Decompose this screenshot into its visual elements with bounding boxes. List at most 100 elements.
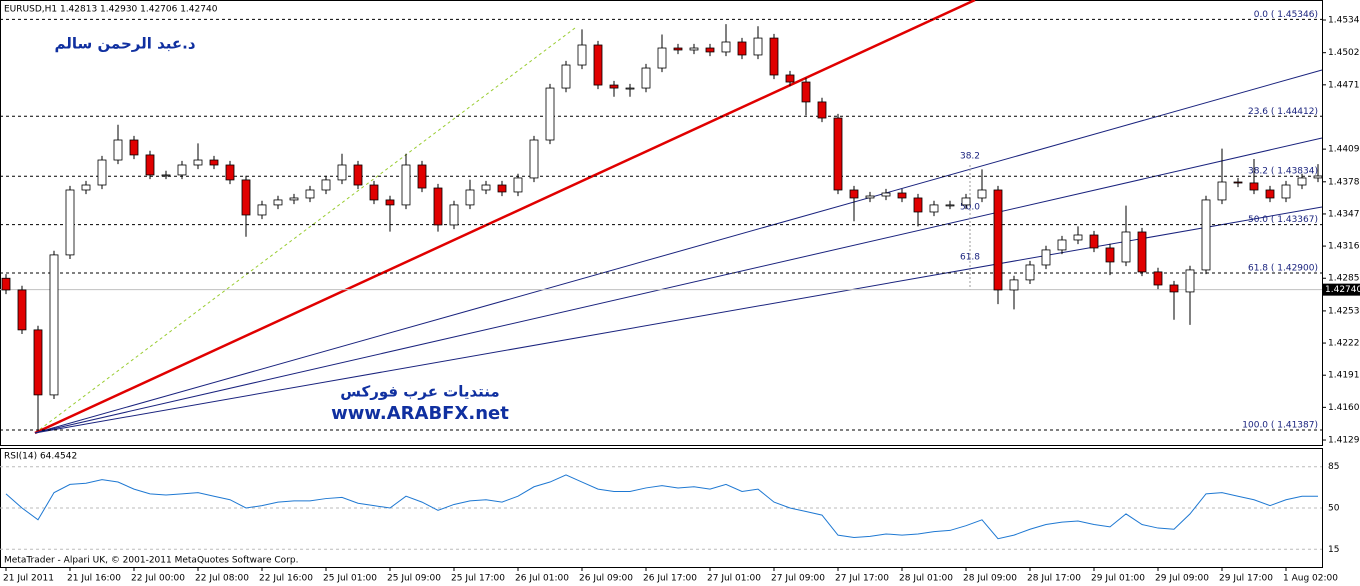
y-tick-label: 1.44095 xyxy=(1328,145,1360,155)
candle-body xyxy=(801,81,811,103)
candle-body xyxy=(1,277,11,291)
x-tick-label: 29 Jul 09:00 xyxy=(1155,574,1209,584)
candle-body xyxy=(1169,284,1179,293)
candle-body xyxy=(769,37,779,76)
y-tick-label: 1.42225 xyxy=(1328,339,1360,349)
candle-body xyxy=(433,187,443,226)
candle-body xyxy=(561,64,571,89)
candle-body xyxy=(1201,199,1211,271)
candle-body xyxy=(353,164,363,186)
candle-body xyxy=(1281,184,1291,199)
candle-body xyxy=(417,164,427,189)
x-tick-label: 26 Jul 09:00 xyxy=(579,574,633,584)
x-tick-label: 26 Jul 17:00 xyxy=(643,574,697,584)
current-price: 1.42740 xyxy=(1325,285,1360,295)
candle-body xyxy=(1089,234,1099,249)
y-tick-label: 1.4378 xyxy=(1328,177,1360,187)
candle-body xyxy=(465,189,475,206)
fan-label: 38.2 xyxy=(960,152,980,162)
candle-body xyxy=(529,139,539,179)
candle-body xyxy=(1217,181,1227,201)
rsi-line xyxy=(5,474,1318,540)
x-tick-label: 29 Jul 17:00 xyxy=(1219,574,1273,584)
fan-line xyxy=(34,137,1323,434)
candle-body xyxy=(625,87,635,90)
candle-body xyxy=(257,204,267,216)
candle-body xyxy=(1153,271,1163,286)
candle-body xyxy=(785,74,795,83)
chart-header: EURUSD,H1 1.42813 1.42930 1.42706 1.4274… xyxy=(4,5,218,15)
candle-body xyxy=(145,154,155,176)
x-tick-label: 28 Jul 17:00 xyxy=(1027,574,1081,584)
candle-body xyxy=(305,189,315,199)
candle-body xyxy=(273,199,283,206)
candle-body xyxy=(369,184,379,201)
candle-body xyxy=(1265,189,1275,199)
candle-body xyxy=(81,184,91,191)
candle-body xyxy=(609,84,619,89)
candle-body xyxy=(193,159,203,166)
candle-body xyxy=(689,47,699,51)
x-tick-label: 25 Jul 01:00 xyxy=(323,574,377,584)
candle-body xyxy=(1009,279,1019,291)
candle-body xyxy=(177,164,187,176)
candle-body xyxy=(545,87,555,141)
candle-body xyxy=(481,184,491,191)
x-tick-label: 21 Jul 2011 xyxy=(3,574,54,584)
y-tick-label: 1.42535 xyxy=(1328,306,1360,316)
y-tick-label: 1.41915 xyxy=(1328,371,1360,381)
candle-body xyxy=(705,47,715,53)
rsi-tick-label: 50 xyxy=(1328,504,1340,514)
website: www.ARABFX.net xyxy=(331,403,509,424)
candle-body xyxy=(929,204,939,213)
x-tick-label: 27 Jul 17:00 xyxy=(835,574,889,584)
candle-body xyxy=(657,47,667,69)
candle-body xyxy=(737,41,747,56)
fan-label: 50.0 xyxy=(960,203,980,213)
x-tick-label: 27 Jul 01:00 xyxy=(707,574,761,584)
candle-body xyxy=(849,189,859,199)
candle-body xyxy=(993,189,1003,291)
x-tick-label: 22 Jul 08:00 xyxy=(195,574,249,584)
price-box xyxy=(1322,283,1360,296)
candle-body xyxy=(1057,239,1067,251)
candle-body xyxy=(833,117,843,191)
candle-body xyxy=(161,174,171,177)
x-tick-label: 26 Jul 01:00 xyxy=(515,574,569,584)
author: د.عبد الرحمن سالم xyxy=(54,35,195,53)
candle-body xyxy=(673,47,683,51)
candle-body xyxy=(1233,181,1243,184)
candle-body xyxy=(865,195,875,199)
x-tick-label: 28 Jul 01:00 xyxy=(899,574,953,584)
candle-body xyxy=(1249,182,1259,191)
y-tick-label: 1.4129 xyxy=(1328,436,1360,446)
candle-body xyxy=(1121,231,1131,263)
x-tick-label: 25 Jul 17:00 xyxy=(451,574,505,584)
candle-body xyxy=(65,189,75,256)
candle-body xyxy=(593,44,603,86)
candle-body xyxy=(33,329,43,396)
forum-name: منتديات عرب فوركس xyxy=(340,383,499,401)
x-tick-label: 25 Jul 09:00 xyxy=(387,574,441,584)
candle-body xyxy=(961,197,971,206)
candle-body xyxy=(977,189,987,199)
candle-body xyxy=(209,159,219,166)
x-tick-label: 27 Jul 09:00 xyxy=(771,574,825,584)
fib-label: 0.0 ( 1.45346) xyxy=(1254,10,1318,20)
x-tick-label: 1 Aug 02:00 xyxy=(1283,574,1338,584)
x-tick-label: 22 Jul 00:00 xyxy=(131,574,185,584)
candle-body xyxy=(385,199,395,206)
y-tick-label: 1.4347 xyxy=(1328,209,1360,219)
candle-body xyxy=(753,37,763,56)
candle-body xyxy=(1137,231,1147,273)
main-panel xyxy=(0,0,1323,446)
x-tick-label: 21 Jul 16:00 xyxy=(67,574,121,584)
fan-line xyxy=(34,69,1323,434)
candle-body xyxy=(401,164,411,206)
candle-body xyxy=(641,67,651,89)
x-tick-label: 22 Jul 16:00 xyxy=(259,574,313,584)
candle-body xyxy=(1073,234,1083,241)
candle-body xyxy=(1185,269,1195,293)
fib-label: 38.2 ( 1.43834) xyxy=(1248,167,1318,177)
